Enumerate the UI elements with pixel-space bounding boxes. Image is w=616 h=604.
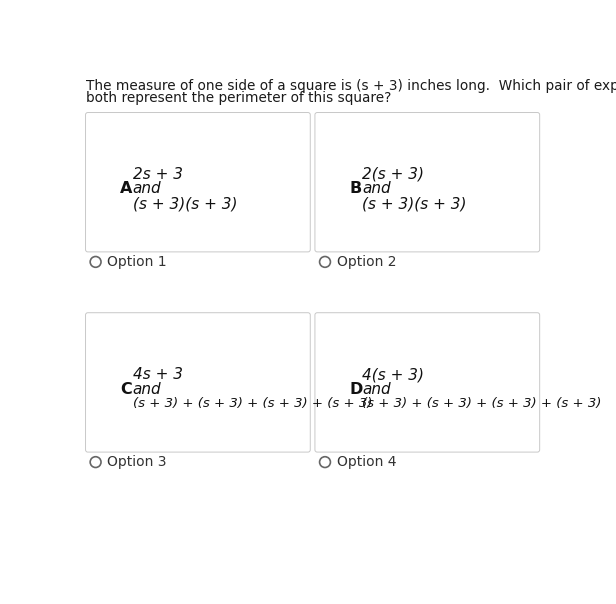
Text: (s + 3) + (s + 3) + (s + 3) + (s + 3): (s + 3) + (s + 3) + (s + 3) + (s + 3) — [362, 397, 602, 410]
FancyBboxPatch shape — [86, 313, 310, 452]
Text: (s + 3)(s + 3): (s + 3)(s + 3) — [362, 196, 467, 211]
Text: and: and — [133, 181, 161, 196]
Text: A: A — [120, 181, 133, 196]
FancyBboxPatch shape — [86, 112, 310, 252]
Text: B: B — [350, 181, 362, 196]
Text: 2(s + 3): 2(s + 3) — [362, 167, 424, 182]
Text: (s + 3) + (s + 3) + (s + 3) + (s + 3): (s + 3) + (s + 3) + (s + 3) + (s + 3) — [133, 397, 372, 410]
Text: The measure of one side of a square is (s + 3) inches long.  Which pair of expre: The measure of one side of a square is (… — [86, 79, 616, 92]
Text: (s + 3)(s + 3): (s + 3)(s + 3) — [133, 196, 237, 211]
Text: Option 2: Option 2 — [336, 255, 396, 269]
Text: 2s + 3: 2s + 3 — [133, 167, 183, 182]
FancyBboxPatch shape — [315, 313, 540, 452]
Text: Option 3: Option 3 — [107, 455, 167, 469]
Text: and: and — [362, 181, 391, 196]
Text: Option 4: Option 4 — [336, 455, 396, 469]
Text: and: and — [133, 382, 161, 397]
Text: C: C — [120, 382, 132, 397]
FancyBboxPatch shape — [315, 112, 540, 252]
Text: 4(s + 3): 4(s + 3) — [362, 367, 424, 382]
Text: 4s + 3: 4s + 3 — [133, 367, 183, 382]
Text: both represent the perimeter of this square?: both represent the perimeter of this squ… — [86, 91, 392, 105]
Text: D: D — [350, 382, 363, 397]
Text: and: and — [362, 382, 391, 397]
Text: Option 1: Option 1 — [107, 255, 167, 269]
